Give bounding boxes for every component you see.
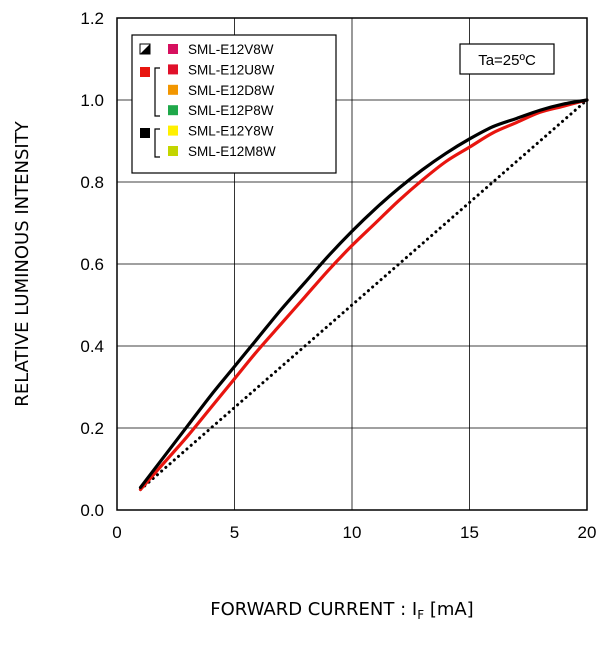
legend-box [131,34,337,174]
x-axis-label-main: FORWARD CURRENT : I [210,599,417,620]
legend-swatch [168,84,178,95]
series-line-dotted [139,98,589,491]
x-tick-label: 15 [460,523,479,542]
legend-swatch [168,64,178,75]
y-tick-label: 0.6 [80,255,104,274]
series-line-red [138,98,589,492]
legend-bracket-red [154,67,160,117]
x-tick-label: 0 [112,523,121,542]
legend-bracket-black [154,128,160,158]
legend: SML-E12V8W SML-E12U8W SML-E12D8W SML-E12P8W… [131,34,337,174]
y-tick-label: 1.2 [80,9,104,28]
legend-label: SML-E12Y8W [188,124,274,139]
y-tick-label: 0.0 [80,501,104,520]
legend-label: SML-E12P8W [188,103,274,118]
legend-swatch [168,44,178,54]
temperature-annotation: Ta=25ºC [459,43,555,75]
y-tick-label: 0.8 [80,173,104,192]
legend-label: SML-E12U8W [188,62,275,77]
legend-swatch [168,146,178,156]
legend-label: SML-E12M8W [188,144,276,159]
x-axis-label-unit: [mA] [424,599,474,620]
y-tick-label: 0.4 [80,337,104,356]
series-group [138,98,589,492]
legend-label: SML-E12V8W [188,42,274,57]
y-tick-label: 1.0 [80,91,104,110]
legend-entries: SML-E12V8W SML-E12U8W SML-E12D8W SML-E12P8W… [168,42,276,159]
temperature-annotation-text: Ta=25ºC [478,52,536,69]
y-tick-label: 0.2 [80,419,104,438]
y-axis-label: RELATIVE LUMINOUS INTENSITY [12,120,33,406]
x-tick-label: 20 [578,523,597,542]
legend-group-marker-diagonal [139,43,151,55]
series-line-black [138,98,589,490]
legend-group-marker-red [140,67,150,77]
plot-frame [116,17,588,511]
legend-swatch [168,125,178,136]
tick-labels: 0 5 10 15 20 0.0 0.2 0.4 0.6 0.8 1.0 1.2 [80,9,596,542]
x-axis-label: FORWARD CURRENT : IF [mA] [210,599,473,622]
x-tick-label: 5 [230,523,239,542]
legend-group-marker-black [140,128,150,138]
legend-label: SML-E12D8W [188,83,275,98]
x-axis-label-subscript: F [417,608,424,622]
x-tick-label: 10 [343,523,362,542]
legend-swatch [168,105,178,116]
